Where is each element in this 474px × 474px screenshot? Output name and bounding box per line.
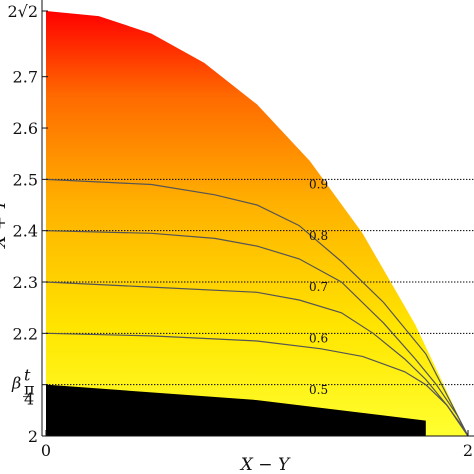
beta-subscript-denominator: 4 — [24, 390, 34, 409]
feasible-region — [46, 11, 468, 436]
beta-subscript-numerator: π — [24, 380, 35, 399]
contour-label-0.7: 0.7 — [309, 280, 328, 294]
beta-superscript: t — [24, 366, 31, 385]
reference-lines — [46, 178, 474, 386]
contour-line-0.6 — [45, 332, 469, 437]
y-tick-label: 2√2 — [7, 2, 38, 21]
y-tick-label: 2.6 — [13, 119, 38, 138]
x-axis-label: X − Y — [239, 455, 291, 474]
x-tick-label: 2 — [463, 441, 473, 460]
contour-labels: 0.5 0.6 0.7 0.8 0.9 — [309, 177, 328, 396]
y-tick-label: 2.4 — [13, 222, 38, 241]
beta-tick-label: β t π 4 — [11, 366, 35, 409]
contour-label-0.6: 0.6 — [309, 331, 328, 345]
contour-lines — [45, 178, 469, 437]
contour-label-0.5: 0.5 — [309, 383, 328, 397]
contour-line-0.9 — [45, 178, 469, 437]
black-region — [46, 384, 426, 436]
y-tick-label: 2.3 — [13, 273, 38, 292]
x-tick-label: 0 — [41, 441, 51, 460]
y-tick-label: 2.7 — [13, 68, 38, 87]
contour-label-0.8: 0.8 — [309, 229, 328, 243]
y-ticks: 2 2.2 2.3 2.4 2.5 2.6 2.7 2√2 — [7, 2, 48, 446]
beta-main: β — [11, 374, 21, 393]
y-tick-label: 2 — [28, 427, 38, 446]
contour-line-0.8 — [45, 230, 469, 437]
y-tick-label: 2.2 — [13, 324, 38, 343]
contour-label-0.9: 0.9 — [309, 177, 328, 191]
y-tick-label: 2.5 — [13, 170, 38, 189]
y-axis-label: X + Y — [0, 198, 10, 250]
